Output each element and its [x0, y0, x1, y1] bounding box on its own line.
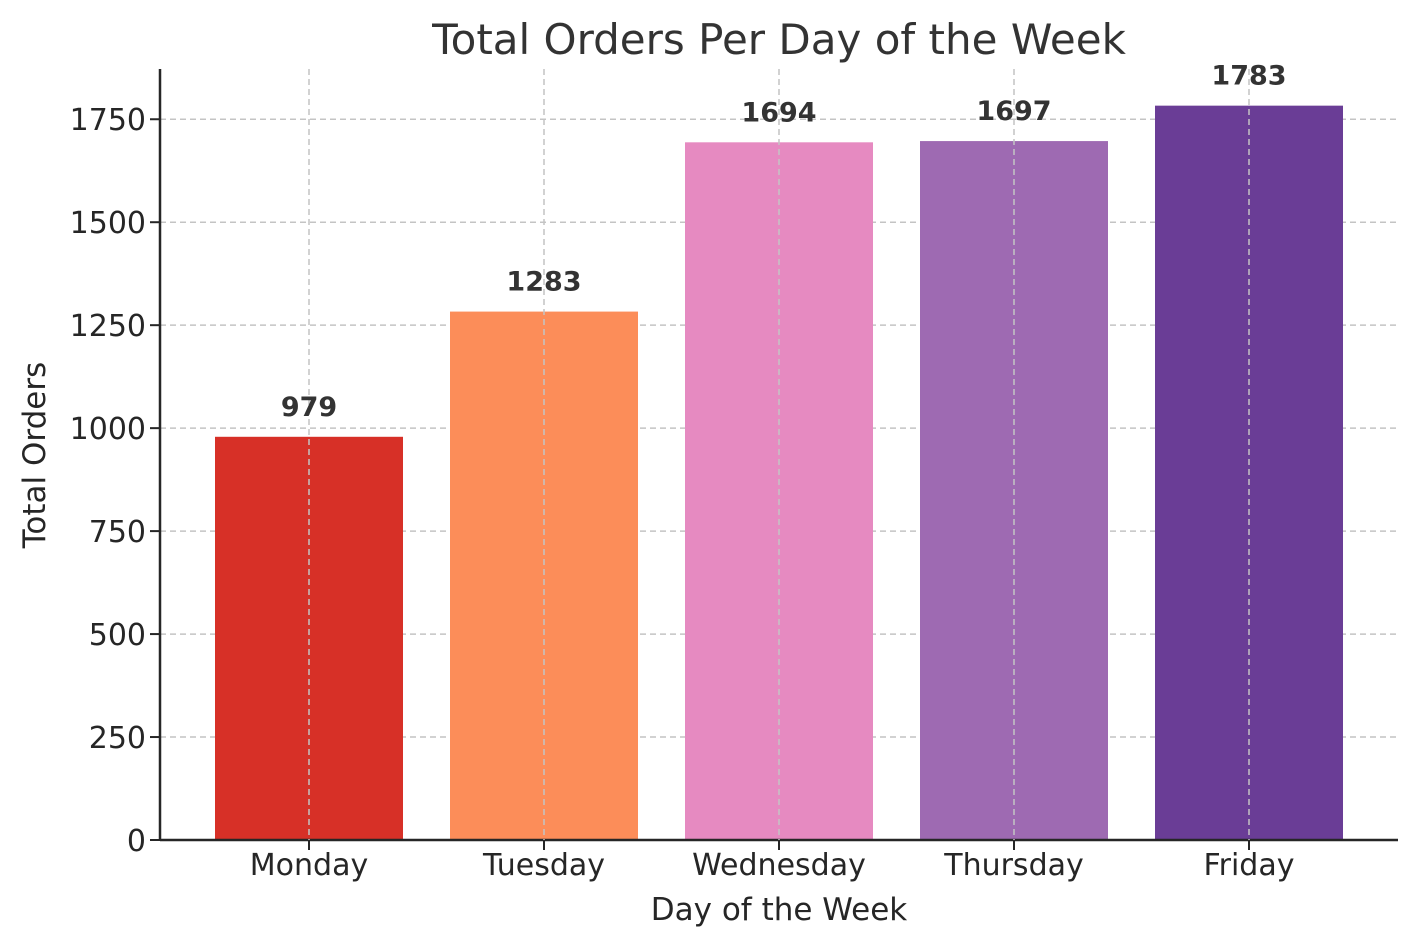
y-tick-label: 1750 — [70, 103, 146, 138]
x-tick-label: Tuesday — [482, 848, 605, 883]
x-tick-label: Wednesday — [692, 848, 866, 883]
y-tick-label: 500 — [89, 618, 146, 653]
y-tick-label: 250 — [89, 721, 146, 756]
y-tick-label: 1250 — [70, 309, 146, 344]
tick-layer: 0 250 500 750 1000 1250 1500 1750 Monday Tuesday W… — [70, 103, 1295, 883]
data-label: 1783 — [1211, 61, 1286, 92]
x-tick-label: Thursday — [943, 848, 1084, 883]
x-axis-title: Day of the Week — [651, 892, 908, 928]
chart-title: Total Orders Per Day of the Week — [431, 15, 1126, 64]
data-label: 1697 — [976, 96, 1051, 127]
data-label-layer: 979 1283 1694 1697 1783 — [281, 61, 1287, 423]
y-tick-label: 0 — [127, 824, 146, 859]
data-label: 979 — [281, 392, 337, 423]
y-tick-label: 1000 — [70, 412, 146, 447]
data-label: 1694 — [741, 97, 816, 128]
y-axis-title: Total Orders — [17, 362, 53, 550]
y-tick-label: 1500 — [70, 206, 146, 241]
x-tick-label: Friday — [1204, 848, 1295, 883]
data-label: 1283 — [506, 267, 581, 298]
x-tick-label: Monday — [250, 848, 368, 883]
y-tick-label: 750 — [89, 515, 146, 550]
